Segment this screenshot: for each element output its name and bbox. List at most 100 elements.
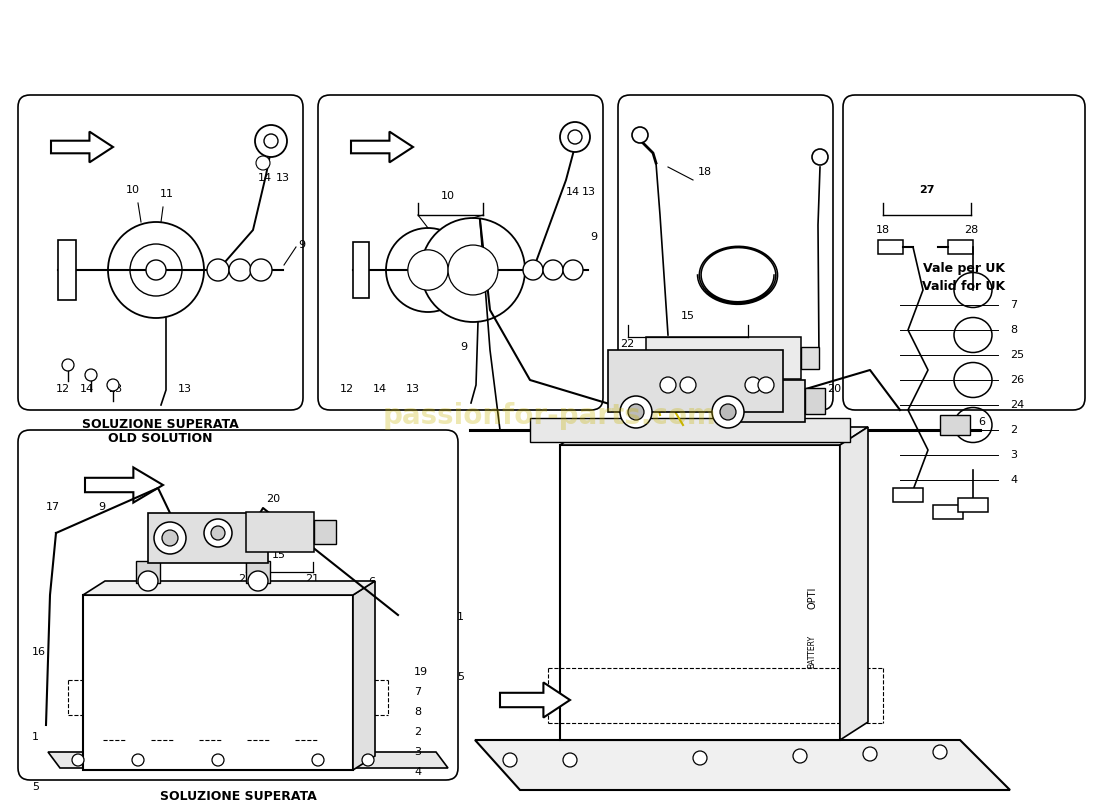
Text: 9: 9: [460, 342, 467, 352]
Circle shape: [154, 522, 186, 554]
Text: FERRARI: FERRARI: [707, 354, 739, 362]
Bar: [148, 513, 268, 563]
Polygon shape: [351, 131, 412, 162]
Circle shape: [72, 754, 84, 766]
Text: 13: 13: [178, 384, 192, 394]
Text: 5: 5: [456, 672, 464, 682]
FancyBboxPatch shape: [18, 95, 303, 410]
Circle shape: [563, 260, 583, 280]
Text: 14: 14: [566, 187, 580, 197]
Bar: [893, 488, 923, 502]
Circle shape: [522, 260, 543, 280]
Text: 24: 24: [1010, 400, 1024, 410]
Circle shape: [162, 530, 178, 546]
Circle shape: [85, 369, 97, 381]
Circle shape: [264, 134, 278, 148]
Polygon shape: [840, 427, 868, 740]
Text: 9: 9: [590, 232, 597, 242]
Text: 8: 8: [414, 707, 421, 717]
Text: 26: 26: [1010, 375, 1024, 385]
Text: SOLUZIONE SUPERATA: SOLUZIONE SUPERATA: [81, 418, 239, 431]
Bar: [940, 415, 970, 435]
Text: 11: 11: [160, 189, 174, 199]
Text: 21: 21: [305, 574, 319, 584]
Bar: [314, 520, 336, 544]
Circle shape: [207, 259, 229, 281]
Text: 5: 5: [32, 782, 39, 792]
Text: 27: 27: [920, 185, 935, 195]
Bar: [530, 418, 850, 442]
Circle shape: [448, 245, 498, 295]
Circle shape: [107, 379, 119, 391]
Circle shape: [250, 259, 272, 281]
Circle shape: [248, 571, 268, 591]
Text: 25: 25: [1010, 350, 1024, 360]
Circle shape: [138, 571, 158, 591]
Circle shape: [812, 149, 828, 165]
Text: 17: 17: [46, 502, 60, 512]
Circle shape: [793, 749, 807, 763]
Circle shape: [543, 260, 563, 280]
Polygon shape: [560, 427, 868, 445]
Text: 19: 19: [414, 667, 428, 677]
Text: 3: 3: [1010, 450, 1018, 460]
Bar: [646, 337, 801, 379]
Text: 6: 6: [978, 417, 984, 427]
Text: 9: 9: [98, 502, 106, 512]
Circle shape: [408, 250, 448, 290]
Text: 13: 13: [406, 384, 420, 394]
Circle shape: [256, 156, 270, 170]
Text: 15: 15: [681, 311, 695, 321]
Text: 18: 18: [698, 167, 712, 177]
Text: 22: 22: [238, 574, 252, 584]
Text: 13: 13: [582, 187, 596, 197]
Polygon shape: [82, 581, 375, 595]
Polygon shape: [85, 467, 163, 502]
Circle shape: [632, 127, 648, 143]
Text: 1: 1: [32, 732, 39, 742]
Text: 1: 1: [456, 612, 464, 622]
Bar: [608, 350, 783, 412]
FancyBboxPatch shape: [318, 95, 603, 410]
Circle shape: [563, 753, 578, 767]
Text: 20: 20: [827, 384, 842, 394]
Text: 12: 12: [340, 384, 354, 394]
Text: 20: 20: [266, 494, 280, 504]
Circle shape: [680, 377, 696, 393]
Bar: [805, 388, 825, 414]
Text: 10: 10: [126, 185, 140, 195]
Text: 8: 8: [1010, 325, 1018, 335]
Text: 28: 28: [964, 225, 978, 235]
Text: 10: 10: [441, 191, 455, 201]
Bar: [801, 347, 820, 369]
Text: OLD SOLUTION: OLD SOLUTION: [108, 432, 212, 445]
Bar: [246, 512, 314, 552]
Circle shape: [204, 519, 232, 547]
Circle shape: [386, 228, 470, 312]
Bar: [136, 561, 160, 583]
Circle shape: [933, 745, 947, 759]
Circle shape: [720, 404, 736, 420]
Text: 14: 14: [373, 384, 387, 394]
Text: SOLUZIONE SUPERATA: SOLUZIONE SUPERATA: [160, 790, 317, 800]
Text: 6: 6: [368, 577, 375, 587]
Text: 12: 12: [56, 384, 70, 394]
Text: 16: 16: [32, 647, 46, 657]
Bar: [878, 240, 903, 254]
Circle shape: [421, 218, 525, 322]
Text: OPTI: OPTI: [807, 587, 817, 610]
Text: passionfor-parts.com: passionfor-parts.com: [383, 402, 717, 430]
Text: BATTERY: BATTERY: [807, 635, 816, 668]
Text: 13: 13: [276, 173, 290, 183]
Text: 18: 18: [876, 225, 890, 235]
FancyBboxPatch shape: [18, 430, 458, 780]
Circle shape: [693, 751, 707, 765]
Circle shape: [62, 359, 74, 371]
Circle shape: [660, 377, 676, 393]
Text: 21: 21: [740, 339, 755, 349]
Text: Vale per UK: Vale per UK: [923, 262, 1005, 275]
Circle shape: [745, 377, 761, 393]
Circle shape: [255, 125, 287, 157]
Text: 14: 14: [80, 384, 95, 394]
Text: 3: 3: [414, 747, 421, 757]
